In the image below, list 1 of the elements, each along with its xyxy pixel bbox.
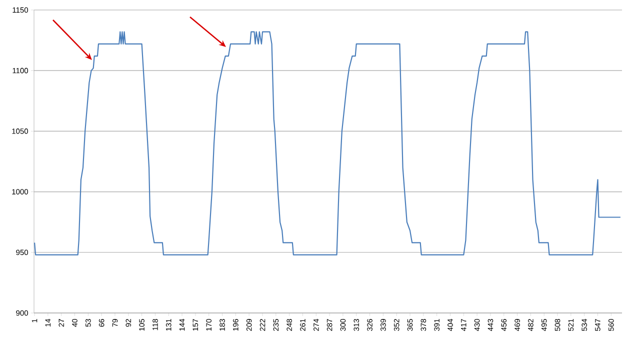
line-series: [34, 31, 621, 256]
